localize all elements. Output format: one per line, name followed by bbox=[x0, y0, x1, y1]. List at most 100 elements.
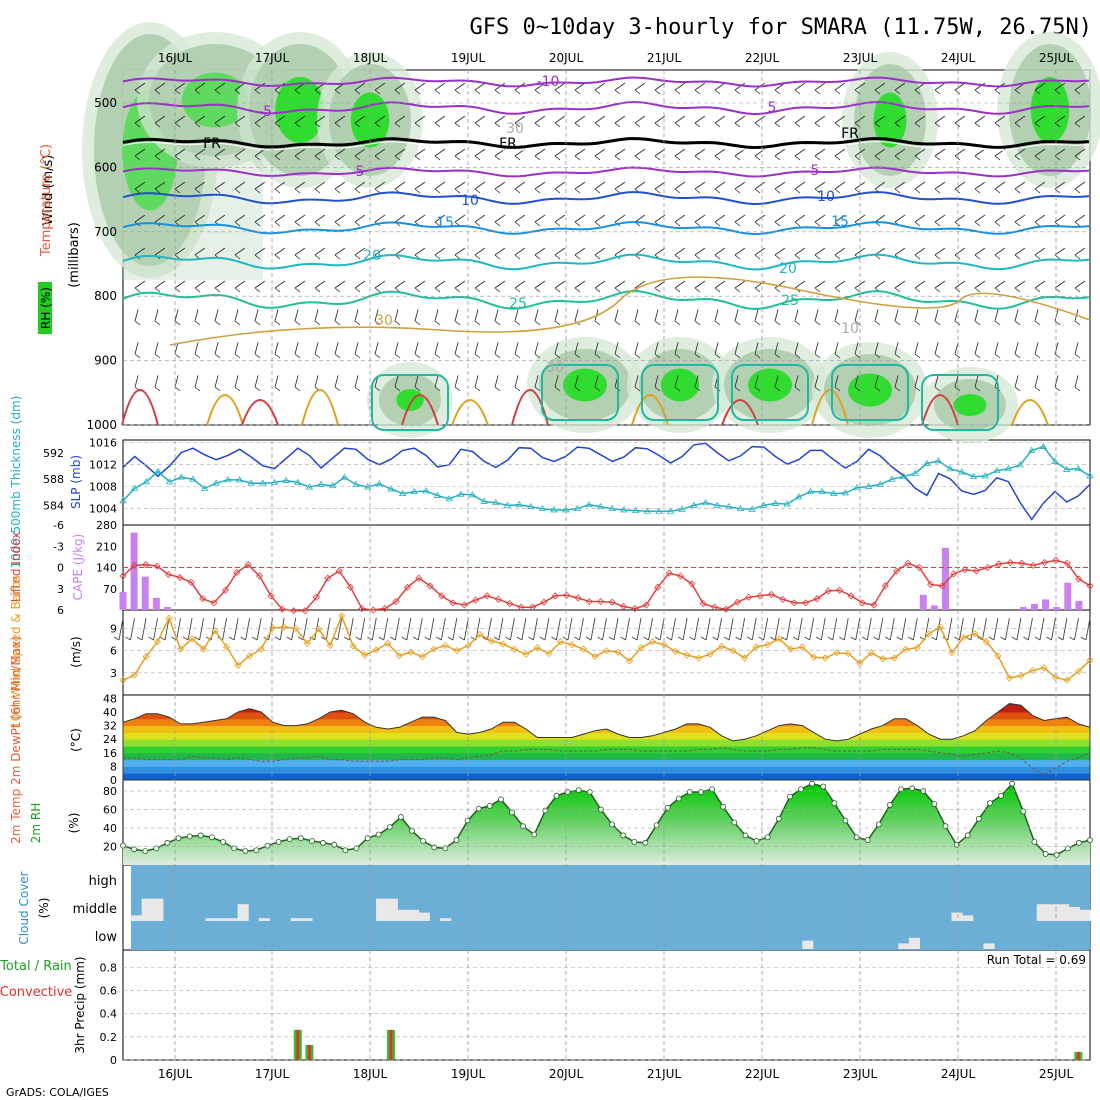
wind-barb-flag bbox=[804, 636, 810, 641]
wind-barb bbox=[574, 148, 586, 157]
precip-bar-convective bbox=[296, 1029, 300, 1060]
wind-barb bbox=[814, 115, 826, 124]
lifted-index-line-marker bbox=[699, 600, 707, 608]
day-label-top: 18JUL bbox=[353, 51, 388, 65]
wind-barb bbox=[314, 617, 320, 641]
wind-barb bbox=[567, 617, 573, 641]
wind-barb bbox=[814, 82, 826, 91]
wind-barb-flag bbox=[794, 188, 801, 194]
wind-barb-flag bbox=[874, 122, 881, 128]
wind-barb-flag bbox=[334, 353, 341, 359]
wind-barb-flag bbox=[754, 254, 761, 260]
precip-bar-convective bbox=[307, 1044, 311, 1060]
wind-barb bbox=[654, 247, 666, 256]
wind-barb-flag bbox=[614, 155, 621, 161]
wind-barb bbox=[414, 214, 426, 223]
wind-barb-flag bbox=[354, 386, 361, 392]
lifted-index-line-marker bbox=[1075, 575, 1083, 583]
rh-line-marker bbox=[342, 847, 349, 854]
wind-barb-flag bbox=[774, 188, 781, 194]
wind-barb-flag bbox=[154, 353, 161, 359]
thickness-line-marker bbox=[829, 489, 838, 497]
thickness-line-marker bbox=[282, 476, 290, 483]
wind-barb bbox=[1014, 181, 1026, 190]
wind-barb bbox=[534, 181, 546, 190]
wind-barb-flag bbox=[254, 122, 261, 128]
lifted-index-line-marker bbox=[415, 574, 423, 582]
thickness-line-marker bbox=[888, 475, 896, 482]
wind-barb bbox=[914, 342, 919, 355]
wind-barb-flag bbox=[758, 636, 764, 641]
wind-barb bbox=[874, 148, 886, 157]
wind-barb bbox=[901, 617, 907, 641]
lifted-index-line-marker bbox=[403, 583, 411, 591]
wind-barb bbox=[354, 82, 366, 91]
wind-barb-flag bbox=[774, 155, 781, 161]
wind-barb bbox=[994, 342, 999, 355]
wind-barb-flag bbox=[694, 188, 701, 194]
lifted-index-line-marker bbox=[472, 596, 480, 604]
wind-barb-flag bbox=[914, 89, 921, 95]
rh-line-marker bbox=[875, 821, 882, 828]
wind-barb-flag bbox=[514, 122, 521, 128]
wind-barb bbox=[274, 247, 286, 256]
wind-barb bbox=[814, 309, 819, 322]
wind-barb bbox=[214, 247, 226, 256]
wind-barb bbox=[894, 181, 906, 190]
wind-barb-flag bbox=[735, 636, 741, 641]
wind-barb bbox=[874, 214, 886, 223]
rh-shade-core bbox=[873, 92, 907, 148]
wind-barb bbox=[334, 115, 346, 124]
wind-barb-flag bbox=[754, 320, 761, 326]
wind-barb-flag bbox=[214, 320, 221, 326]
wind-barb bbox=[514, 280, 526, 289]
wind-barb bbox=[141, 617, 147, 641]
wind-barb bbox=[894, 375, 899, 388]
wind-barb bbox=[214, 375, 219, 388]
wind-barb-flag bbox=[594, 254, 601, 260]
lifted-index-line-marker bbox=[881, 582, 889, 590]
thickness-line-marker bbox=[247, 479, 255, 486]
wind-barb bbox=[554, 115, 566, 124]
lifted-index-line-marker bbox=[335, 567, 343, 575]
wind-barb bbox=[1014, 115, 1026, 124]
wind-barb bbox=[354, 309, 359, 322]
wind-barb bbox=[314, 280, 326, 289]
thickness-line-marker bbox=[433, 491, 442, 498]
axis-label-wind-speed: 10m Wind Speed & Barbs bbox=[9, 575, 23, 729]
wind-barb bbox=[874, 181, 886, 190]
wind-barb-flag bbox=[774, 221, 781, 227]
wind-barb bbox=[574, 247, 586, 256]
lifted-index-line-marker bbox=[369, 606, 377, 614]
li-tick: 0 bbox=[57, 562, 64, 575]
wind-speed-line-marker bbox=[925, 630, 933, 638]
wind-barb bbox=[174, 115, 186, 124]
wind-barb-flag bbox=[554, 89, 561, 95]
day-label-top: 22JUL bbox=[745, 51, 780, 65]
rh-line-marker bbox=[275, 839, 282, 845]
wind-speed-line-marker bbox=[810, 653, 818, 661]
wind-speed-line-marker bbox=[591, 652, 599, 661]
cloud-cell bbox=[908, 937, 921, 949]
wind-barb-flag bbox=[994, 254, 1001, 260]
wind-barb-flag bbox=[514, 254, 521, 260]
wind-barb bbox=[354, 375, 359, 388]
wind-barb-flag bbox=[454, 287, 461, 293]
wind-barb bbox=[174, 280, 186, 289]
wind-barb-flag bbox=[434, 188, 441, 194]
wind-barb-flag bbox=[374, 386, 381, 392]
wind-barb bbox=[654, 280, 666, 289]
wind-barb bbox=[454, 214, 466, 223]
wind-barb bbox=[594, 342, 599, 355]
day-label-top: 17JUL bbox=[255, 51, 290, 65]
rh-line-marker bbox=[864, 837, 871, 843]
wind-barb bbox=[134, 309, 139, 322]
wind-barb-flag bbox=[378, 636, 385, 641]
wind-barb bbox=[414, 148, 426, 157]
wind-barb-flag bbox=[674, 89, 681, 95]
wind-barb bbox=[954, 247, 966, 256]
wind-barb-flag bbox=[1054, 353, 1061, 359]
thickness-line-marker bbox=[480, 497, 488, 504]
